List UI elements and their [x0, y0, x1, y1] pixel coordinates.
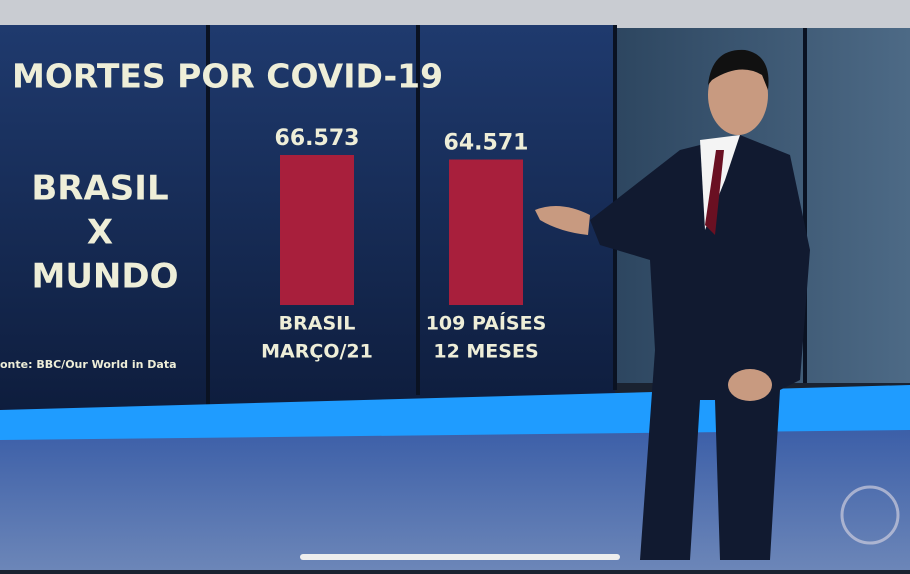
subtitle: X [87, 213, 113, 253]
category-label: BRASIL [279, 313, 356, 335]
bar [449, 159, 523, 305]
category-label: 109 PAÍSES [426, 312, 547, 335]
chart-title: MORTES POR COVID-19 [12, 57, 443, 96]
category-label: MARÇO/21 [261, 341, 373, 363]
channel-logo [840, 485, 900, 545]
bar [280, 155, 354, 305]
category-label: 12 MESES [433, 341, 538, 363]
value-label: 66.573 [275, 126, 360, 151]
value-label: 64.571 [444, 131, 529, 156]
scroll-indicator [300, 554, 620, 560]
subtitle: MUNDO [31, 257, 178, 297]
subtitle: BRASIL [31, 169, 168, 209]
source: onte: BBC/Our World in Data [0, 358, 177, 371]
presenter [535, 49, 810, 560]
